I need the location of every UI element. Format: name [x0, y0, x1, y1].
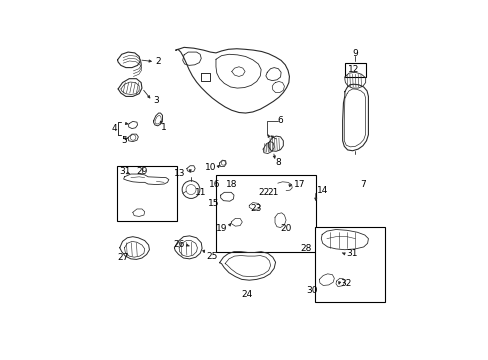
Text: 22: 22	[258, 188, 269, 197]
Bar	[117, 166, 177, 221]
Text: 15: 15	[207, 199, 219, 208]
Bar	[216, 175, 315, 252]
Text: 23: 23	[250, 204, 262, 213]
Text: 7: 7	[359, 180, 365, 189]
Bar	[314, 227, 384, 302]
Text: 3: 3	[153, 96, 159, 105]
Text: 19: 19	[215, 224, 226, 233]
Text: 31: 31	[120, 167, 131, 176]
Text: 25: 25	[206, 252, 217, 261]
Text: 4: 4	[111, 124, 117, 133]
Text: 9: 9	[352, 49, 358, 58]
Text: 1: 1	[161, 123, 166, 132]
Text: 24: 24	[241, 291, 252, 300]
Text: 11: 11	[194, 188, 206, 197]
Bar	[344, 63, 365, 77]
Text: 30: 30	[305, 286, 317, 295]
Text: 20: 20	[280, 224, 291, 233]
Text: 5: 5	[121, 136, 127, 145]
Text: 28: 28	[300, 244, 311, 253]
Text: 6: 6	[277, 116, 283, 125]
Text: 21: 21	[267, 188, 279, 197]
Text: 16: 16	[209, 180, 220, 189]
Text: 2: 2	[156, 57, 161, 66]
Text: 14: 14	[316, 186, 327, 195]
Text: 31: 31	[346, 249, 357, 258]
Text: 12: 12	[347, 65, 358, 74]
Text: 13: 13	[174, 169, 185, 178]
Text: 27: 27	[117, 253, 129, 262]
Text: 17: 17	[293, 180, 305, 189]
Text: 8: 8	[275, 158, 281, 167]
Text: 18: 18	[225, 180, 237, 189]
Text: 26: 26	[173, 240, 185, 249]
Text: 32: 32	[340, 279, 351, 288]
Text: 29: 29	[136, 167, 147, 176]
Text: 10: 10	[204, 163, 216, 172]
